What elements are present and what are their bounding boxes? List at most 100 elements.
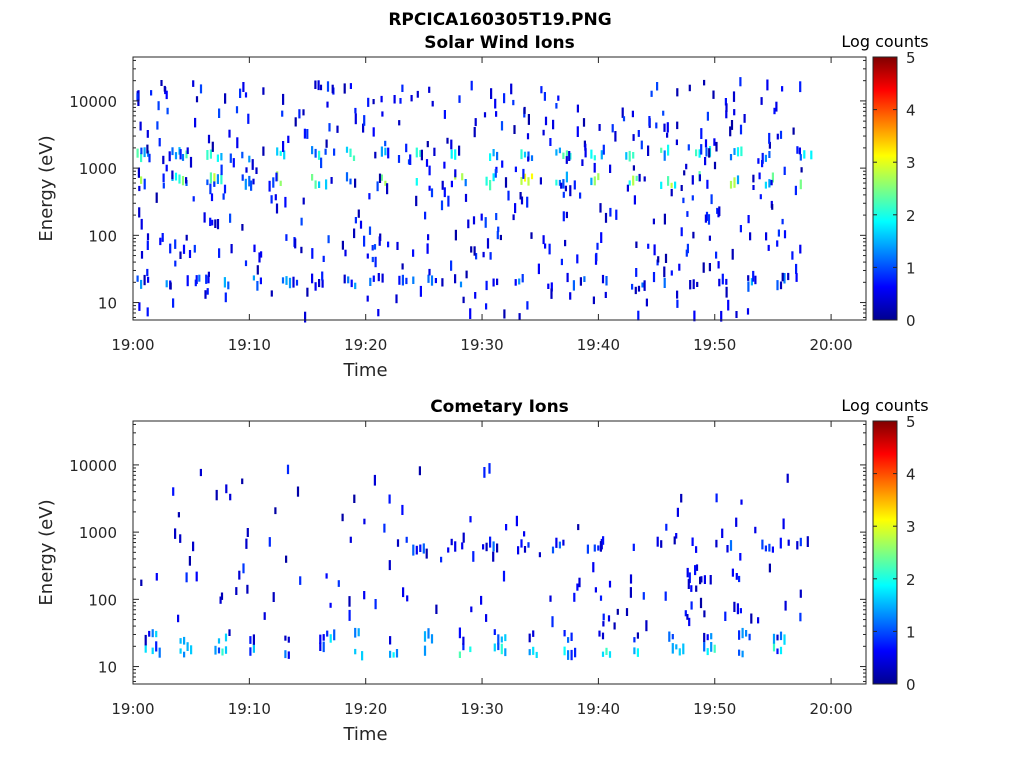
heatmap-pixel — [405, 277, 408, 285]
heatmap-pixel — [519, 192, 522, 200]
heatmap-pixel — [327, 235, 330, 244]
heatmap-pixel — [584, 143, 587, 151]
heatmap-pixel — [647, 243, 650, 249]
heatmap-pixel — [558, 147, 561, 154]
heatmap-pixel — [344, 249, 347, 257]
heatmap-pixel — [715, 493, 718, 503]
heatmap-pixel — [779, 631, 783, 641]
heatmap-pixel — [329, 634, 332, 643]
heatmap-pixel — [637, 130, 640, 137]
heatmap-pixel — [454, 149, 457, 160]
heatmap-pixel — [799, 589, 802, 598]
heatmap-pixel — [354, 107, 357, 114]
heatmap-pixel — [616, 608, 619, 615]
heatmap-pixel — [752, 185, 755, 190]
heatmap-pixel — [578, 577, 581, 588]
heatmap-pixel — [522, 168, 525, 179]
heatmap-pixel — [462, 636, 465, 645]
heatmap-pixel — [425, 159, 429, 167]
heatmap-pixel — [485, 542, 488, 552]
heatmap-pixel — [705, 147, 708, 157]
heatmap-pixel — [670, 270, 673, 276]
heatmap-pixel — [336, 125, 339, 133]
heatmap-pixel — [592, 296, 595, 305]
heatmap-pixel — [224, 93, 227, 104]
colorbar-tick-label: 0 — [906, 676, 916, 694]
heatmap-pixel — [146, 240, 149, 250]
heatmap-pixel — [357, 209, 360, 218]
heatmap-pixel — [330, 177, 333, 184]
heatmap-pixel — [641, 282, 644, 288]
heatmap-pixel — [570, 632, 573, 641]
heatmap-pixel — [593, 176, 596, 186]
heatmap-pixel — [441, 180, 444, 190]
heatmap-pixel — [148, 153, 151, 163]
heatmap-pixel — [505, 524, 508, 531]
colorbar-tick-label: 2 — [906, 571, 916, 589]
heatmap-pixel — [562, 152, 565, 159]
heatmap-pixel — [473, 127, 476, 138]
heatmap-pixel — [218, 248, 221, 258]
heatmap-pixel — [140, 579, 143, 586]
heatmap-pixel — [349, 536, 352, 543]
heatmap-pixel — [281, 277, 285, 284]
heatmap-pixel — [136, 93, 139, 102]
heatmap-pixel — [799, 244, 802, 254]
heatmap-pixel — [656, 536, 659, 547]
heatmap-pixel — [515, 515, 518, 527]
heatmap-pixel — [294, 238, 297, 249]
heatmap-pixel — [576, 104, 579, 113]
heatmap-pixel — [532, 630, 535, 637]
heatmap-pixel — [245, 538, 248, 549]
heatmap-pixel — [325, 179, 328, 190]
x-tick-label: 19:10 — [228, 336, 271, 354]
heatmap-pixel — [428, 268, 431, 276]
heatmap-pixel — [326, 81, 330, 92]
heatmap-pixel — [279, 150, 282, 156]
heatmap-pixel — [288, 277, 292, 289]
heatmap-pixel — [430, 275, 434, 286]
heatmap-pixel — [680, 227, 683, 237]
heatmap-pixel — [475, 253, 478, 260]
colorbar-tick-label: 2 — [906, 207, 916, 225]
heatmap-pixel — [256, 265, 259, 275]
heatmap-pixel — [470, 246, 473, 253]
heatmap-pixel — [220, 153, 223, 161]
heatmap-pixel — [464, 193, 468, 202]
heatmap-pixel — [739, 553, 742, 561]
heatmap-pixel — [510, 83, 513, 95]
heatmap-pixel — [514, 279, 517, 286]
heatmap-pixel — [667, 176, 670, 186]
heatmap-pixel — [296, 486, 300, 497]
heatmap-pixel — [716, 207, 719, 214]
heatmap-pixel — [632, 152, 635, 159]
heatmap-pixel — [566, 272, 569, 283]
heatmap-pixel — [485, 303, 488, 310]
heatmap-pixel — [607, 615, 611, 622]
heatmap-pixel — [787, 539, 790, 546]
heatmap-pixel — [283, 150, 286, 160]
heatmap-pixel — [673, 536, 676, 545]
heatmap-pixel — [218, 108, 221, 118]
heatmap-pixel — [162, 173, 165, 183]
heatmap-pixel — [186, 147, 189, 154]
heatmap-pixels — [140, 463, 809, 661]
heatmap-pixel — [526, 196, 529, 208]
heatmap-pixel — [156, 121, 159, 130]
x-tick-label: 19:20 — [344, 336, 387, 354]
heatmap-pixel — [447, 195, 450, 207]
heatmap-pixel — [168, 151, 171, 162]
heatmap-pixel — [520, 539, 523, 548]
heatmap-pixel — [724, 98, 727, 106]
heatmap-pixel — [488, 463, 491, 474]
heatmap-pixel — [165, 164, 168, 172]
heatmap-pixel — [668, 631, 671, 642]
colorbar-title: Log counts — [841, 396, 928, 415]
heatmap-pixel — [144, 644, 147, 653]
heatmap-pixel — [482, 544, 485, 550]
heatmap-pixel — [354, 217, 357, 224]
heatmap-pixel — [735, 573, 738, 580]
heatmap-pixel — [380, 146, 383, 157]
heatmap-pixel — [635, 268, 638, 277]
heatmap-pixel — [209, 183, 212, 195]
